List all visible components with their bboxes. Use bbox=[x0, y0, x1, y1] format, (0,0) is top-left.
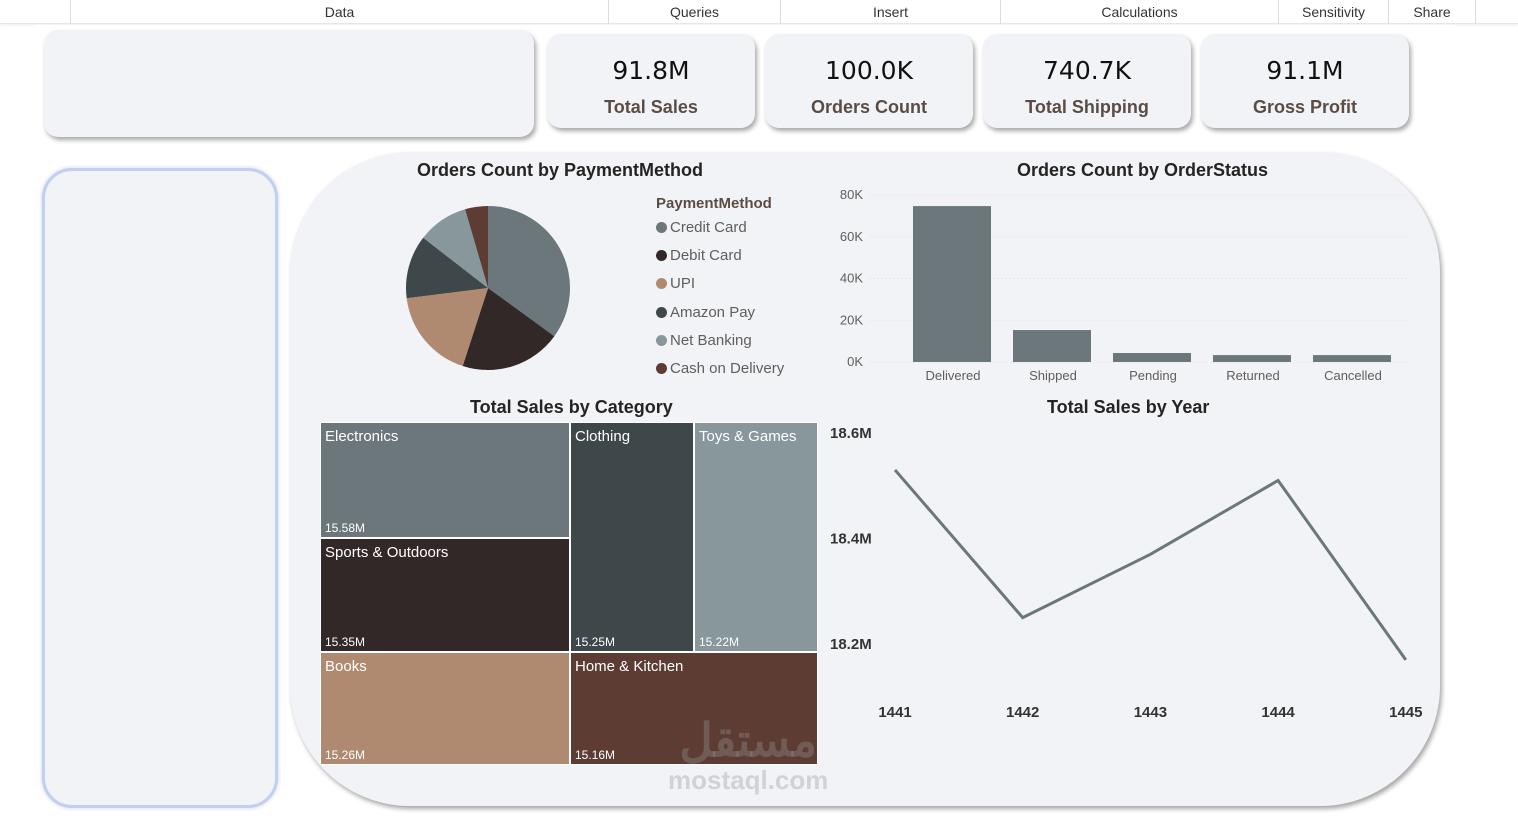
pie-slice-debit-card[interactable] bbox=[462, 288, 555, 370]
line-chart[interactable]: 18.2M 18.4M 18.6M 1441 1442 1443 1444 1445 bbox=[820, 420, 1440, 730]
sales-line bbox=[893, 468, 1408, 661]
kpi-value: 740.7K bbox=[1043, 56, 1131, 85]
legend-item-cash-on-delivery[interactable]: Cash on Delivery bbox=[656, 360, 784, 377]
legend-dot-icon bbox=[656, 278, 667, 290]
tab-sensitivity[interactable]: Sensitivity bbox=[1278, 0, 1388, 24]
kpi-label: Orders Count bbox=[810, 97, 927, 117]
tile-label: Clothing bbox=[575, 428, 631, 445]
tile-label: Home & Kitchen bbox=[575, 658, 684, 675]
kpi-value: 91.1M bbox=[1266, 56, 1344, 85]
x-tick-label: 1444 bbox=[1261, 704, 1295, 721]
legend-dot-icon bbox=[656, 222, 667, 233]
bar-chart[interactable]: 0K 20K 40K 60K 80K Delivered Shipped Pending Ret… bbox=[830, 185, 1410, 390]
pie-slice-amazon-pay[interactable] bbox=[406, 237, 488, 299]
legend-label: UPI bbox=[670, 275, 696, 293]
x-tick-label: 1445 bbox=[1389, 704, 1422, 721]
tab-insert[interactable]: Insert bbox=[780, 0, 1000, 24]
legend-item-net-banking[interactable]: Net Banking bbox=[656, 332, 752, 349]
bar-delivered[interactable] bbox=[913, 206, 991, 362]
y-tick-label: 80K bbox=[840, 187, 863, 202]
treemap-tile-sports-outdoors[interactable]: Sports & Outdoors 15.35M bbox=[320, 538, 570, 652]
tile-label: Books bbox=[325, 658, 367, 675]
x-tick-label: Cancelled bbox=[1324, 368, 1382, 383]
tab-data[interactable]: Data bbox=[70, 0, 608, 24]
pie-slice-credit-card[interactable] bbox=[488, 206, 570, 337]
x-tick-label: Shipped bbox=[1029, 368, 1077, 383]
treemap-tile-clothing[interactable]: Clothing 15.25M bbox=[570, 422, 694, 652]
legend-dot-icon bbox=[656, 250, 667, 262]
bar-returned[interactable] bbox=[1213, 355, 1291, 362]
legend-dot-icon bbox=[656, 306, 667, 318]
tile-label: Sports & Outdoors bbox=[325, 544, 449, 561]
kpi-value: 100.0K bbox=[825, 56, 913, 85]
legend-item-debit-card[interactable]: Debit Card bbox=[656, 247, 742, 264]
treemap-title: Total Sales by Category bbox=[470, 397, 673, 417]
pie-slice-cash-on-delivery[interactable] bbox=[465, 206, 488, 288]
x-tick-label: 1443 bbox=[1134, 704, 1167, 721]
watermark: مستقل mostaql.com bbox=[668, 714, 829, 795]
legend-label: Credit Card bbox=[670, 219, 747, 236]
y-tick-label: 18.6M bbox=[830, 425, 872, 442]
treemap-tile-toys-games[interactable]: Toys & Games 15.22M bbox=[694, 422, 818, 652]
x-tick-label: Returned bbox=[1226, 368, 1279, 383]
legend-dot-icon bbox=[656, 363, 667, 374]
title-card bbox=[44, 30, 534, 137]
tile-label: Toys & Games bbox=[699, 428, 797, 445]
legend-title: PaymentMethod bbox=[656, 195, 772, 212]
tab-share[interactable]: Share bbox=[1388, 0, 1476, 24]
tile-value: 15.35M bbox=[325, 635, 366, 649]
tile-value: 15.58M bbox=[325, 521, 366, 535]
tab-queries[interactable]: Queries bbox=[608, 0, 780, 24]
tile-value: 15.25M bbox=[575, 635, 616, 649]
treemap-tile-home-kitchen[interactable]: Home & Kitchen 15.16M bbox=[570, 652, 818, 765]
tile-value: 15.22M bbox=[699, 635, 740, 649]
treemap-tile-electronics[interactable]: Electronics 15.58M bbox=[320, 422, 570, 538]
bar-title: Orders Count by OrderStatus bbox=[1017, 160, 1269, 180]
tile-label: Electronics bbox=[325, 428, 399, 445]
y-tick-label: 0K bbox=[847, 354, 863, 369]
legend-label: Cash on Delivery bbox=[670, 360, 785, 377]
y-tick-label: 18.2M bbox=[830, 636, 872, 653]
tile-value: 15.16M bbox=[575, 748, 616, 762]
bar-shipped[interactable] bbox=[1013, 330, 1091, 362]
treemap-tile-books[interactable]: Books 15.26M bbox=[320, 652, 570, 765]
x-tick-label: Pending bbox=[1129, 368, 1177, 383]
legend-item-credit-card[interactable]: Credit Card bbox=[656, 219, 747, 236]
pie-slice-upi[interactable] bbox=[406, 288, 488, 366]
pie-title: Orders Count by PaymentMethod bbox=[417, 160, 704, 180]
legend-dot-icon bbox=[656, 334, 667, 346]
y-tick-label: 60K bbox=[840, 229, 863, 244]
kpi-total-shipping: 740.7K Total Shipping bbox=[983, 34, 1191, 128]
bar-cancelled[interactable] bbox=[1313, 355, 1391, 362]
legend-label: Amazon Pay bbox=[670, 303, 756, 321]
tile-value: 15.26M bbox=[325, 748, 366, 762]
kpi-total-sales: 91.8M Total Sales bbox=[547, 34, 755, 128]
legend-item-amazon-pay[interactable]: Amazon Pay bbox=[656, 304, 755, 321]
bar-pending[interactable] bbox=[1113, 353, 1191, 362]
x-tick-label: 1442 bbox=[1006, 704, 1039, 721]
kpi-label: Total Sales bbox=[604, 97, 698, 117]
y-tick-label: 18.4M bbox=[830, 531, 872, 548]
legend-label: Net Banking bbox=[670, 331, 752, 349]
kpi-value: 91.8M bbox=[612, 56, 690, 85]
kpi-label: Gross Profit bbox=[1252, 97, 1358, 117]
legend-label: Debit Card bbox=[670, 247, 742, 265]
slicer-panel[interactable] bbox=[42, 168, 278, 808]
ribbon: Data Queries Insert Calculations Sensiti… bbox=[0, 0, 1518, 24]
pie-slice-net-banking[interactable] bbox=[423, 209, 488, 288]
pie-chart[interactable] bbox=[400, 200, 576, 376]
x-tick-label: Delivered bbox=[926, 368, 981, 383]
kpi-gross-profit: 91.1M Gross Profit bbox=[1201, 34, 1409, 128]
tab-calculations[interactable]: Calculations bbox=[1000, 0, 1278, 24]
y-tick-label: 20K bbox=[840, 312, 863, 327]
line-title: Total Sales by Year bbox=[1047, 397, 1210, 417]
kpi-orders-count: 100.0K Orders Count bbox=[765, 34, 973, 128]
legend-item-upi[interactable]: UPI bbox=[656, 275, 695, 292]
kpi-label: Total Shipping bbox=[1025, 97, 1149, 117]
y-tick-label: 40K bbox=[840, 271, 863, 286]
x-tick-label: 1441 bbox=[878, 704, 911, 721]
